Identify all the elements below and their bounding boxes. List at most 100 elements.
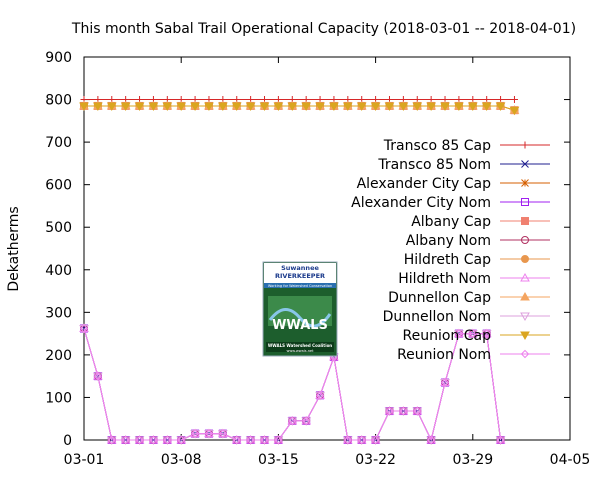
y-tick-label: 700 bbox=[45, 135, 72, 151]
legend-label-dunnellon-cap: Dunnellon Cap bbox=[388, 290, 491, 306]
data-point-reunion-cap bbox=[287, 102, 298, 111]
x-tick-label: 03-22 bbox=[355, 452, 396, 468]
series-albany-cap bbox=[80, 101, 519, 115]
legend-label-albany-cap: Albany Cap bbox=[411, 214, 491, 230]
data-point-reunion-nom bbox=[315, 391, 325, 400]
data-point-reunion-cap bbox=[426, 102, 437, 111]
data-point-reunion-cap bbox=[356, 102, 367, 111]
y-tick-label: 300 bbox=[45, 305, 72, 321]
legend-marker-hildreth-nom bbox=[520, 272, 530, 282]
data-point-reunion-nom bbox=[413, 406, 422, 416]
data-point-reunion-cap bbox=[398, 102, 409, 111]
data-point-reunion-nom bbox=[468, 329, 478, 338]
x-tick-label: 03-29 bbox=[452, 452, 493, 468]
data-point-reunion-nom bbox=[163, 435, 172, 445]
wwals-logo bbox=[262, 261, 338, 357]
data-point-reunion-cap bbox=[106, 102, 117, 111]
chart-title: This month Sabal Trail Operational Capac… bbox=[71, 21, 576, 37]
logo-coalition-text: WWALS Watershed Coalition bbox=[267, 343, 333, 348]
data-point-reunion-nom bbox=[274, 435, 283, 445]
data-point-reunion-cap bbox=[93, 102, 103, 111]
legend-label-alexander-city-cap: Alexander City Cap bbox=[357, 176, 492, 192]
series-dunnellon-cap bbox=[79, 100, 520, 114]
data-point-reunion-cap bbox=[162, 102, 173, 111]
logo-tagline-text: Working for Watershed Conservation bbox=[267, 284, 333, 288]
y-tick-label: 600 bbox=[45, 178, 72, 194]
data-point-reunion-nom bbox=[107, 435, 116, 445]
legend-label-transco-85-nom: Transco 85 Nom bbox=[377, 157, 491, 173]
legend-marker-dunnellon-nom bbox=[520, 312, 530, 322]
data-point-reunion-cap bbox=[148, 102, 159, 111]
data-point-transco-85-cap bbox=[510, 96, 518, 104]
data-point-reunion-nom bbox=[385, 406, 394, 416]
data-point-reunion-nom bbox=[218, 429, 228, 438]
plot-frame bbox=[83, 56, 571, 441]
x-tick-label: 03-01 bbox=[64, 452, 105, 468]
y-tick-label: 400 bbox=[45, 263, 72, 279]
data-point-reunion-cap bbox=[481, 102, 492, 111]
legend-label-reunion-nom: Reunion Nom bbox=[397, 347, 491, 363]
data-point-reunion-nom bbox=[93, 371, 103, 381]
data-point-reunion-nom bbox=[371, 435, 380, 445]
legend-marker-albany-nom bbox=[521, 236, 529, 244]
data-point-reunion-cap bbox=[370, 102, 381, 111]
series-line-hildreth-cap bbox=[84, 105, 515, 111]
series-line-dunnellon-cap bbox=[84, 105, 515, 111]
data-point-reunion-nom bbox=[399, 406, 408, 416]
data-point-reunion-cap bbox=[454, 102, 464, 111]
y-tick-label: 800 bbox=[45, 93, 72, 109]
series-reunion-nom bbox=[79, 324, 505, 445]
data-point-reunion-cap bbox=[190, 102, 200, 111]
series-line-reunion-nom bbox=[83, 328, 502, 442]
x-tick-label: 03-08 bbox=[161, 452, 202, 468]
data-point-reunion-nom bbox=[260, 435, 269, 445]
data-point-reunion-cap bbox=[231, 102, 242, 111]
data-point-reunion-nom bbox=[149, 435, 158, 445]
data-point-reunion-nom bbox=[357, 435, 366, 445]
legend: Transco 85 Cap Transco 85 Nom Alexander Ci… bbox=[351, 138, 550, 363]
data-point-reunion-nom bbox=[176, 435, 186, 445]
data-point-reunion-cap bbox=[245, 102, 256, 111]
data-point-reunion-cap bbox=[176, 102, 187, 111]
y-tick-label: 500 bbox=[45, 220, 72, 236]
legend-marker-transco-85-nom bbox=[521, 160, 529, 168]
legend-marker-hildreth-cap bbox=[521, 255, 529, 263]
data-point-reunion-nom bbox=[288, 416, 297, 426]
data-point-reunion-cap bbox=[273, 102, 284, 111]
data-point-reunion-nom bbox=[440, 378, 450, 387]
data-point-reunion-cap bbox=[217, 102, 228, 111]
logo-riverkeeper-text: Suwannee RIVERKEEPER bbox=[274, 264, 326, 280]
data-point-reunion-nom bbox=[496, 435, 505, 445]
legend-label-transco-85-cap: Transco 85 Cap bbox=[383, 138, 491, 154]
legend-marker-reunion-nom bbox=[520, 349, 530, 359]
series-transco-85-cap bbox=[80, 96, 518, 104]
series-line-albany-cap bbox=[84, 105, 515, 111]
data-point-reunion-nom bbox=[454, 329, 464, 338]
data-point-reunion-nom bbox=[135, 435, 144, 445]
data-point-reunion-cap bbox=[440, 102, 450, 111]
series-alexander-city-cap bbox=[80, 102, 519, 115]
y-tick-label: 100 bbox=[45, 390, 72, 406]
data-point-reunion-nom bbox=[79, 324, 89, 333]
y-tick-label: 200 bbox=[45, 348, 72, 364]
data-point-reunion-nom bbox=[121, 435, 130, 445]
data-point-reunion-nom bbox=[232, 435, 241, 445]
data-point-reunion-cap bbox=[509, 106, 520, 116]
legend-marker-albany-cap bbox=[521, 217, 529, 225]
legend-label-reunion-cap: Reunion Cap bbox=[403, 328, 492, 344]
legend-marker-dunnellon-cap bbox=[520, 291, 530, 301]
y-tick-label: 900 bbox=[45, 50, 72, 66]
data-point-reunion-cap bbox=[79, 102, 89, 111]
legend-label-alexander-city-nom: Alexander City Nom bbox=[351, 195, 491, 211]
series-line-reunion-cap bbox=[84, 105, 515, 111]
data-point-reunion-cap bbox=[467, 102, 478, 111]
legend-marker-transco-85-cap bbox=[521, 141, 529, 149]
data-point-reunion-cap bbox=[495, 102, 506, 111]
y-axis-label: Dekatherms bbox=[6, 206, 22, 291]
data-point-reunion-cap bbox=[301, 102, 312, 111]
legend-label-albany-nom: Albany Nom bbox=[406, 233, 491, 249]
logo-wwals-text: WWALS bbox=[272, 318, 328, 333]
data-point-reunion-nom bbox=[204, 429, 214, 438]
data-point-reunion-nom bbox=[343, 435, 353, 445]
